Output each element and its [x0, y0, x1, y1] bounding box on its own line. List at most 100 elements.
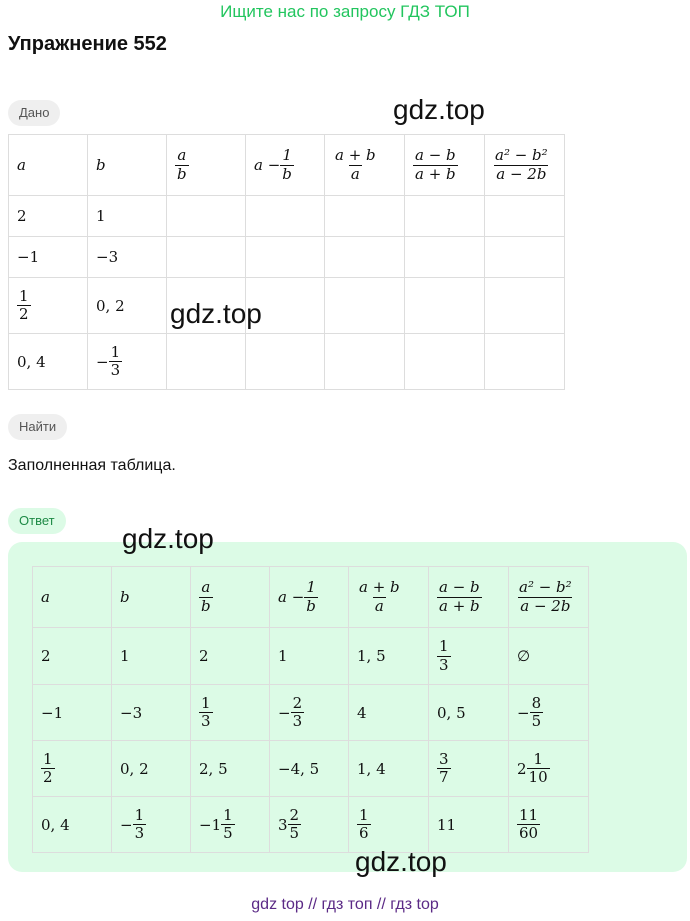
- numerator: 3: [439, 749, 449, 768]
- whole-part: a −: [254, 156, 281, 174]
- cell-value: 2: [41, 647, 51, 665]
- numerator: 2: [292, 693, 303, 712]
- cell-value: 11: [437, 815, 457, 834]
- table-cell: [324, 236, 405, 278]
- table-cell: ∅: [508, 627, 589, 685]
- table-row: 1 2 0, 2: [8, 277, 565, 334]
- denominator: a − 2b: [518, 596, 573, 615]
- cell-value: 2: [17, 207, 27, 225]
- table-cell: [484, 236, 565, 278]
- cell-value: 1: [278, 647, 288, 665]
- answer-label: Ответ: [8, 508, 66, 534]
- table-cell: −1: [32, 684, 112, 741]
- numerator: 1: [201, 693, 211, 712]
- cell-value: b: [96, 156, 106, 174]
- denominator: 60: [517, 824, 541, 842]
- table-cell: 2: [8, 195, 88, 237]
- cell-value: −4, 5: [278, 759, 320, 778]
- mixed-number: 2 1 10: [517, 750, 550, 787]
- table-cell: 1: [111, 627, 191, 685]
- cell-value: 2: [199, 647, 209, 665]
- table-cell: 2, 5: [190, 740, 270, 797]
- denominator: a: [348, 164, 362, 183]
- fraction: 1 10: [526, 750, 550, 787]
- table-cell: [245, 333, 325, 390]
- denominator: b: [280, 164, 294, 183]
- cell-value: b: [120, 588, 130, 606]
- numerator: a² − b²: [519, 578, 572, 597]
- numerator: a + b: [335, 146, 376, 165]
- table-cell: 2: [190, 627, 270, 685]
- table-cell: [324, 277, 405, 334]
- table-cell: [324, 195, 405, 237]
- header-cell: a² − b² a − 2b: [508, 566, 589, 628]
- table-cell: [484, 195, 565, 237]
- whole-part: −: [120, 815, 133, 834]
- numerator: a − b: [439, 578, 480, 597]
- table-cell: 4: [348, 684, 429, 741]
- numerator: 1: [134, 805, 145, 824]
- table-cell: −1 1 5: [190, 796, 270, 853]
- numerator: 11: [519, 805, 539, 824]
- cell-value: −3: [96, 248, 119, 266]
- cell-value: 1, 4: [357, 759, 386, 778]
- cell-value: 2, 5: [199, 759, 228, 778]
- table-cell: −4, 5: [269, 740, 349, 797]
- table-cell: [484, 277, 565, 334]
- mixed-number: −1 3: [96, 343, 123, 380]
- cell-value: −3: [120, 703, 143, 722]
- denominator: a + b: [437, 596, 482, 615]
- numerator: a + b: [359, 578, 400, 597]
- cell-value: 1, 5: [357, 647, 386, 665]
- given-label: Дано: [8, 100, 61, 126]
- table-cell: 2: [32, 627, 112, 685]
- numerator: a² − b²: [495, 146, 548, 165]
- cell-value: 0, 2: [96, 296, 125, 315]
- fraction: a² − b² a − 2b: [493, 146, 550, 183]
- denominator: 3: [132, 824, 147, 842]
- whole-part: a −: [278, 588, 305, 606]
- denominator: b: [175, 164, 189, 183]
- table-cell: [484, 333, 565, 390]
- cell-value: −1: [41, 703, 64, 722]
- mixed-number: −1 3: [120, 805, 147, 843]
- mixed-number: −8 5: [517, 693, 544, 731]
- denominator: 6: [357, 824, 371, 842]
- numerator: a: [201, 578, 211, 597]
- denominator: 2: [17, 305, 31, 323]
- search-banner: Ищите нас по запросу ГДЗ ТОП: [220, 2, 470, 21]
- header-cell: b: [111, 566, 191, 628]
- denominator: a: [372, 596, 386, 615]
- numerator: 8: [531, 693, 542, 712]
- table-cell: −1 3: [111, 796, 191, 853]
- table-cell: −1 3: [87, 333, 167, 390]
- whole-part: 2: [517, 759, 527, 778]
